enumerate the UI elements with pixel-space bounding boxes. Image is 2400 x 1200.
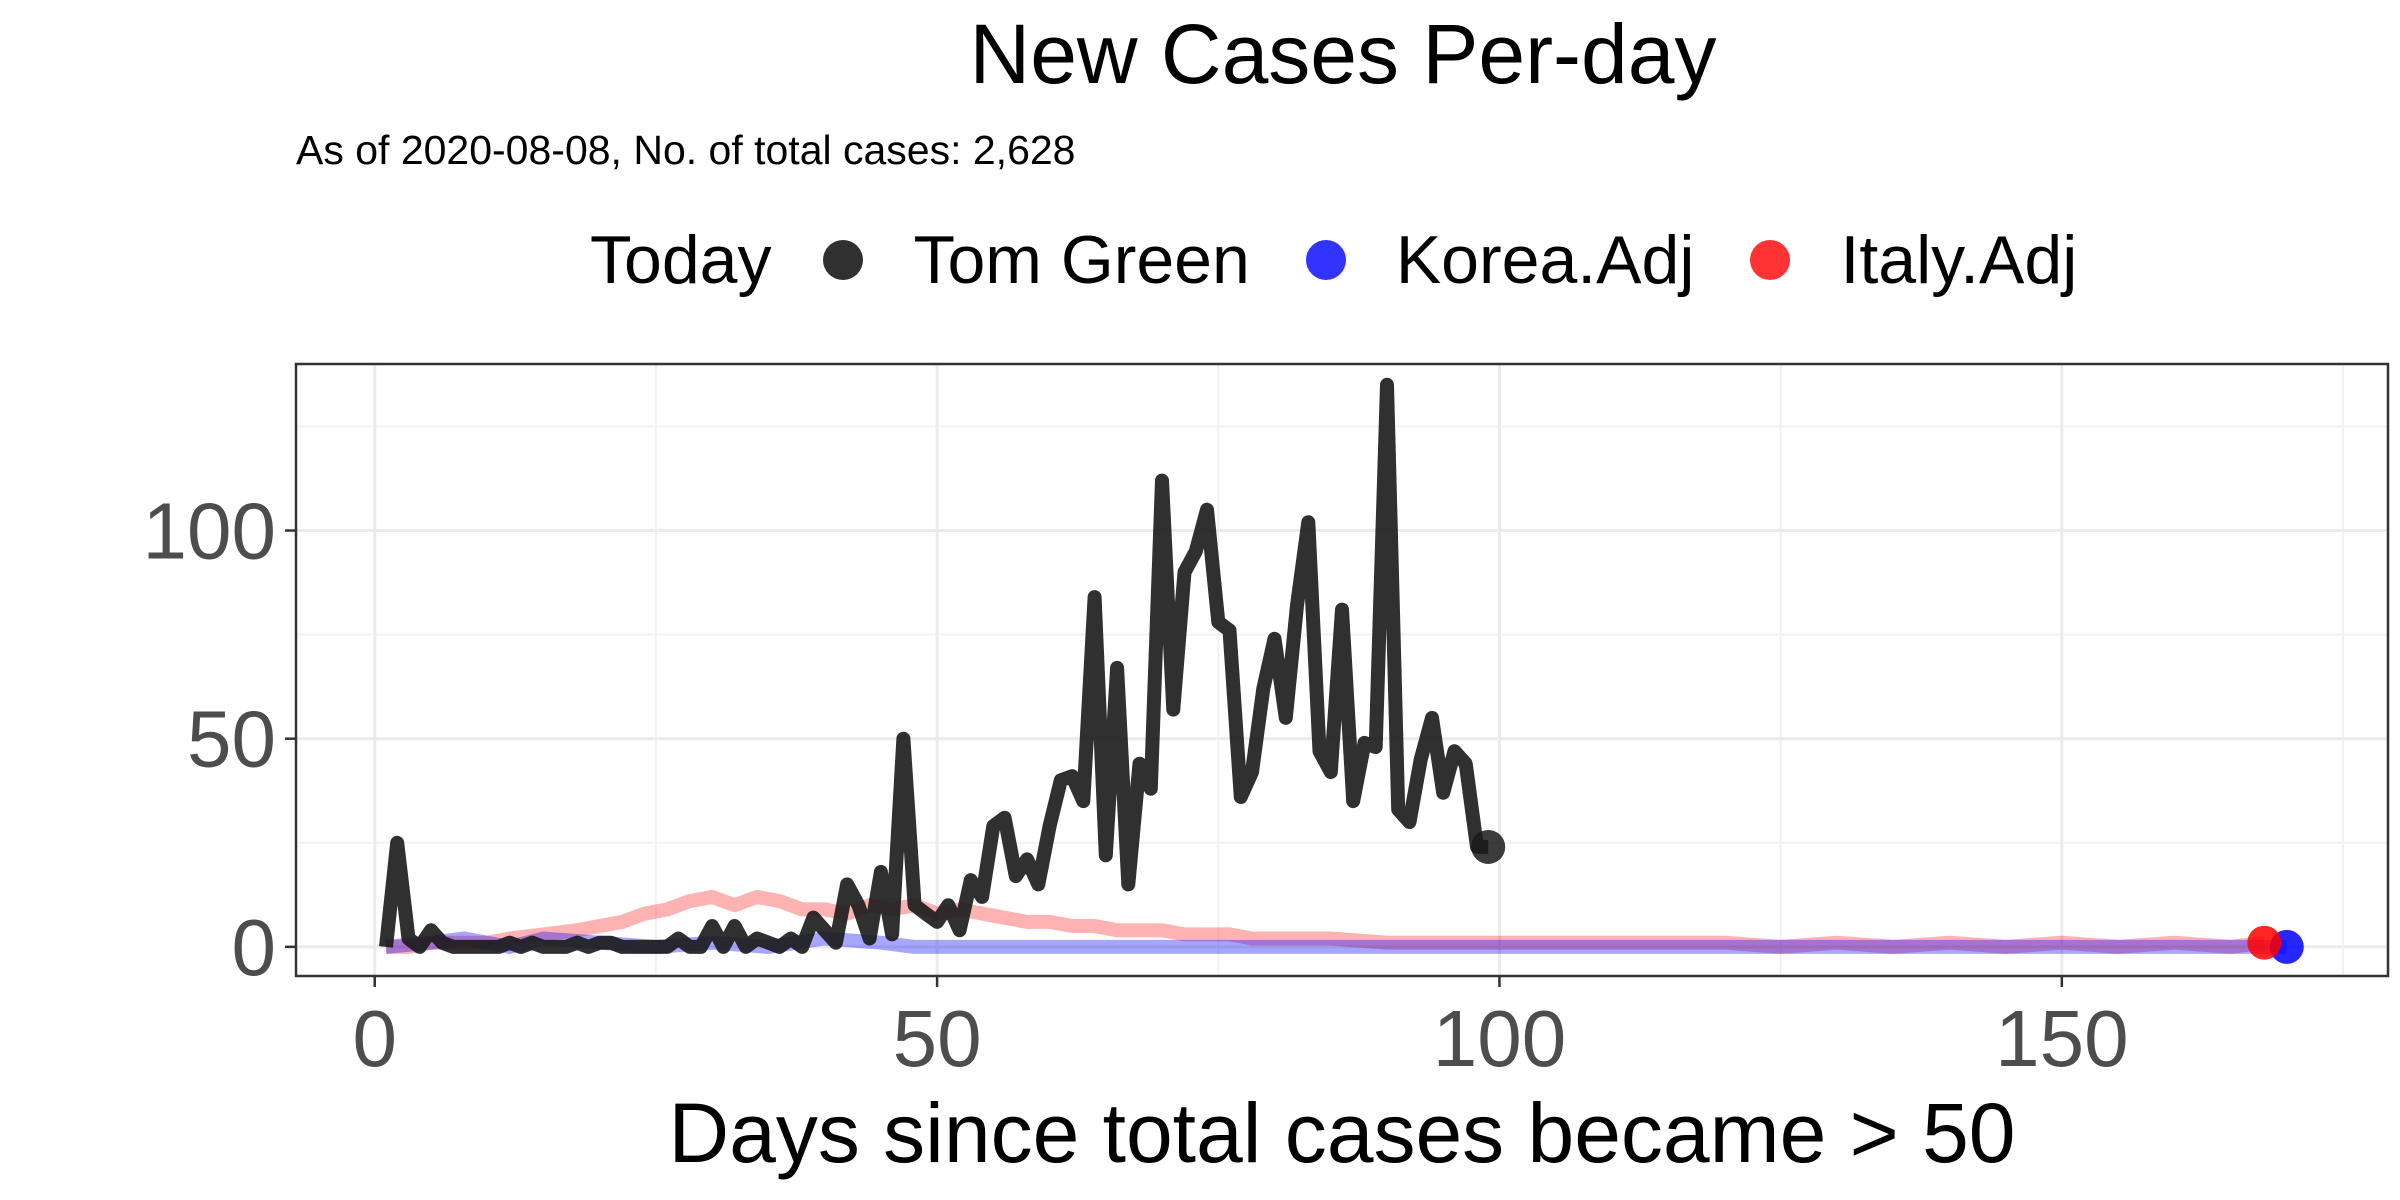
y-tick-label: 0: [232, 903, 277, 992]
legend-key-korea: [1305, 240, 1346, 280]
legend-title: Today: [590, 222, 772, 298]
x-axis-title: Days since total cases became > 50: [668, 1086, 2015, 1180]
series-line-italy-adj: [386, 889, 2266, 954]
today-point-italy-adj: [2247, 925, 2282, 960]
y-tick-label: 50: [187, 695, 276, 784]
legend-key-tom-green: [823, 240, 864, 280]
x-tick-label: 100: [1433, 994, 1566, 1083]
legend-item-tom-green: Tom Green: [823, 221, 1250, 299]
y-tick-label: 100: [143, 487, 276, 576]
legend-item-korea: Korea.Adj: [1305, 221, 1695, 299]
legend: Today Tom Green Korea.Adj Italy.Adj: [590, 222, 2133, 298]
legend-label-korea: Korea.Adj: [1395, 222, 1695, 298]
legend-key-italy: [1750, 240, 1791, 280]
panel-border: [294, 362, 2390, 978]
today-points: [1471, 829, 2304, 964]
chart-title: New Cases Per-day: [969, 7, 1717, 101]
x-tick-label: 0: [352, 994, 397, 1083]
legend-label-italy: Italy.Adj: [1840, 222, 2078, 298]
series-layer: [379, 377, 2287, 954]
x-tick-label: 50: [893, 994, 982, 1083]
axes: 0 50 100 150 0 50 100: [143, 487, 2129, 1083]
series-line-tom-green: [379, 377, 1489, 954]
x-tick-label: 150: [1995, 994, 2128, 1083]
chart-subtitle: As of 2020-08-08, No. of total cases: 2,…: [296, 127, 1076, 173]
legend-item-italy: Italy.Adj: [1750, 221, 2077, 299]
legend-label-tom-green: Tom Green: [913, 222, 1250, 298]
today-point-tom-green: [1471, 829, 1506, 864]
